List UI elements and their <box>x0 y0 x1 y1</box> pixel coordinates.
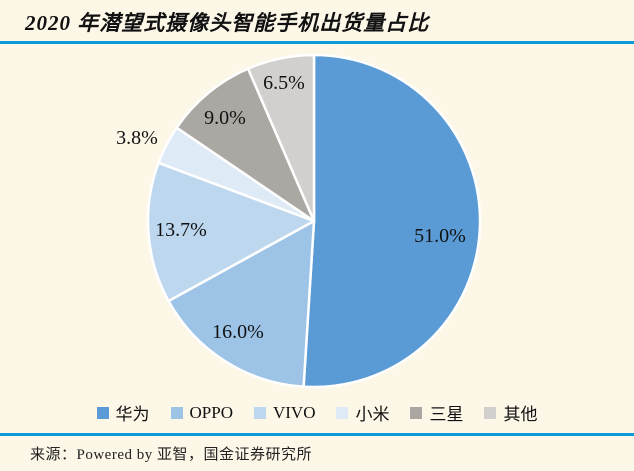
legend-label-oppo: OPPO <box>189 402 233 422</box>
source-note: 来源：Powered by 亚智，国金证券研究所 <box>30 447 312 463</box>
legend-label-others: 其他 <box>503 405 538 424</box>
legend-item-oppo: OPPO <box>170 402 233 423</box>
legend-swatch-others <box>484 406 497 419</box>
legend-item-others: 其他 <box>484 400 537 425</box>
legend-item-samsung: 三星 <box>410 400 463 425</box>
slice-label-xiaomi: 3.8% <box>116 127 158 149</box>
legend-swatch-xiaomi <box>336 406 349 419</box>
legend-item-xiaomi: 小米 <box>336 400 389 425</box>
legend-label-xiaomi: 小米 <box>355 405 390 424</box>
slice-label-samsung: 9.0% <box>204 107 246 129</box>
pie-slice-1 <box>167 219 316 388</box>
pie-slice-4 <box>175 67 316 223</box>
top-divider-line <box>0 41 634 44</box>
legend-swatch-samsung <box>410 406 423 419</box>
slice-label-huawei: 51.0% <box>414 225 466 247</box>
slice-label-vivo: 13.7% <box>155 219 207 241</box>
legend-swatch-huawei <box>96 406 109 419</box>
legend-item-huawei: 华为 <box>96 400 150 425</box>
pie-slice-2 <box>146 161 316 303</box>
legend-label-samsung: 三星 <box>429 405 464 424</box>
legend-label-huawei: 华为 <box>115 405 150 424</box>
legend-item-vivo: VIVO <box>253 402 316 423</box>
bottom-divider-line <box>0 433 634 436</box>
legend-label-vivo: VIVO <box>272 402 316 422</box>
chart-title: 2020 年潜望式摄像头智能手机出货量占比 <box>25 11 430 35</box>
pie-slice-0 <box>302 53 482 389</box>
pie-slice-5 <box>246 53 316 223</box>
slice-label-oppo: 16.0% <box>212 321 264 343</box>
legend-swatch-vivo <box>253 406 266 419</box>
legend-swatch-oppo <box>170 406 183 419</box>
chart-legend: 华为 OPPO VIVO 小米 三星 其他 <box>0 400 634 425</box>
slice-label-others: 6.5% <box>263 72 305 94</box>
